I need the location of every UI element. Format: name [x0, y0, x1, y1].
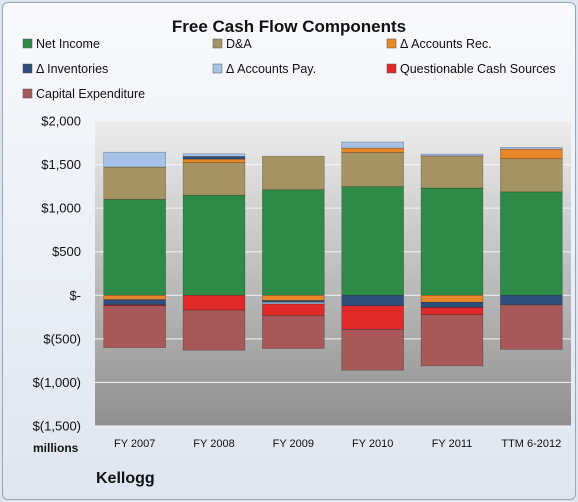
y-tick-label: $1,500: [41, 157, 81, 172]
legend-label-accounts-rec: Δ Accounts Rec.: [400, 37, 492, 51]
bar-segment-questionable-cash-sources: [262, 303, 325, 316]
legend-label-inventories: Δ Inventories: [36, 62, 108, 76]
bar-segment-inventories: [103, 299, 166, 306]
x-category-label: FY 2011: [432, 438, 473, 450]
x-axis-categories: FY 2007 FY 2008 FY 2009 FY 2010 FY 2011 TTM 6…: [114, 438, 561, 450]
bar-segment-capital-expenditure: [420, 314, 484, 367]
bar-segment-accounts-rec: [500, 148, 563, 160]
bar-segment-net-income: [500, 191, 563, 296]
legend: Net Income D&A Δ Accounts Rec. Δ Inventorie…: [22, 37, 556, 101]
legend-label-net-income: Net Income: [36, 37, 100, 51]
y-tick-label: $(1,000): [33, 375, 81, 390]
bar-segment-d-a: [103, 166, 166, 200]
legend-label-d-a: D&A: [226, 37, 252, 51]
plot-area: [95, 121, 571, 426]
bar-segment-capital-expenditure: [341, 328, 404, 371]
bar-segment-accounts-rec: [341, 147, 404, 153]
bar-segment-inventories: [420, 301, 484, 308]
bar-segment-accounts-pay: [182, 153, 246, 157]
bar-segment-capital-expenditure: [182, 309, 246, 351]
bar-segment-d-a: [182, 162, 246, 196]
legend-swatch-questionable-cash-sources: [386, 63, 397, 74]
bar-segment-net-income: [182, 194, 246, 296]
x-category-label: FY 2007: [114, 438, 155, 450]
bar-segment-accounts-pay: [500, 147, 563, 150]
chart-title: Free Cash Flow Components: [172, 17, 406, 36]
bar-segment-d-a: [341, 152, 404, 187]
bar-segment-questionable-cash-sources: [420, 307, 484, 315]
bar-segment-d-a: [420, 155, 484, 189]
bar-segment-questionable-cash-sources: [182, 294, 246, 311]
bar-segment-net-income: [103, 199, 166, 296]
bar-segment-accounts-rec: [262, 294, 325, 301]
legend-swatch-inventories: [22, 63, 33, 74]
y-tick-label: $(1,500): [33, 419, 81, 434]
bar-segment-net-income: [262, 189, 325, 296]
bar-segment-questionable-cash-sources: [341, 305, 404, 330]
x-category-label: TTM 6-2012: [501, 438, 561, 450]
bar-segment-capital-expenditure: [500, 304, 563, 350]
units-label: millions: [33, 441, 79, 455]
bar-segment-net-income: [420, 187, 484, 296]
legend-swatch-accounts-pay: [212, 63, 223, 74]
bar-segment-accounts-rec: [103, 294, 166, 300]
bar-segment-accounts-pay: [420, 153, 484, 157]
bar-segment-accounts-rec: [182, 158, 246, 163]
legend-swatch-capital-expenditure: [22, 88, 33, 99]
free-cash-flow-chart: Free Cash Flow Components Net Income D&A Δ…: [22, 17, 571, 487]
y-tick-label: $-: [69, 288, 81, 303]
y-tick-label: $500: [52, 244, 81, 259]
bar-segment-inventories: [341, 294, 404, 307]
x-category-label: FY 2009: [273, 438, 314, 450]
bar-segment-accounts-pay: [341, 141, 404, 149]
bars: [103, 141, 563, 371]
bar-segment-net-income: [341, 186, 404, 296]
y-tick-label: $(500): [43, 331, 81, 346]
legend-swatch-d-a: [212, 38, 223, 49]
company-label: Kellogg: [96, 470, 155, 487]
legend-label-questionable-cash-sources: Questionable Cash Sources: [400, 62, 556, 76]
bar-segment-d-a: [262, 155, 325, 190]
legend-swatch-accounts-rec: [386, 38, 397, 49]
bar-segment-capital-expenditure: [262, 315, 325, 349]
legend-label-capital-expenditure: Capital Expenditure: [36, 87, 145, 101]
legend-swatch-net-income: [22, 38, 33, 49]
bar-segment-inventories: [500, 294, 563, 306]
bar-segment-accounts-pay: [103, 151, 166, 168]
x-category-label: FY 2008: [193, 438, 234, 450]
y-tick-label: $1,000: [41, 201, 81, 216]
bar-segment-capital-expenditure: [103, 305, 166, 348]
y-tick-label: $2,000: [41, 114, 81, 129]
gridlines: [95, 120, 571, 427]
bar-segment-inventories: [182, 156, 246, 160]
bar-segment-d-a: [500, 158, 563, 193]
bar-segment-accounts-rec: [420, 294, 484, 303]
x-category-label: FY 2010: [352, 438, 393, 450]
legend-label-accounts-pay: Δ Accounts Pay.: [226, 62, 316, 76]
y-axis-ticks: $2,000 $1,500 $1,000 $500 $- $(500) $(1,000) $(…: [33, 114, 81, 434]
